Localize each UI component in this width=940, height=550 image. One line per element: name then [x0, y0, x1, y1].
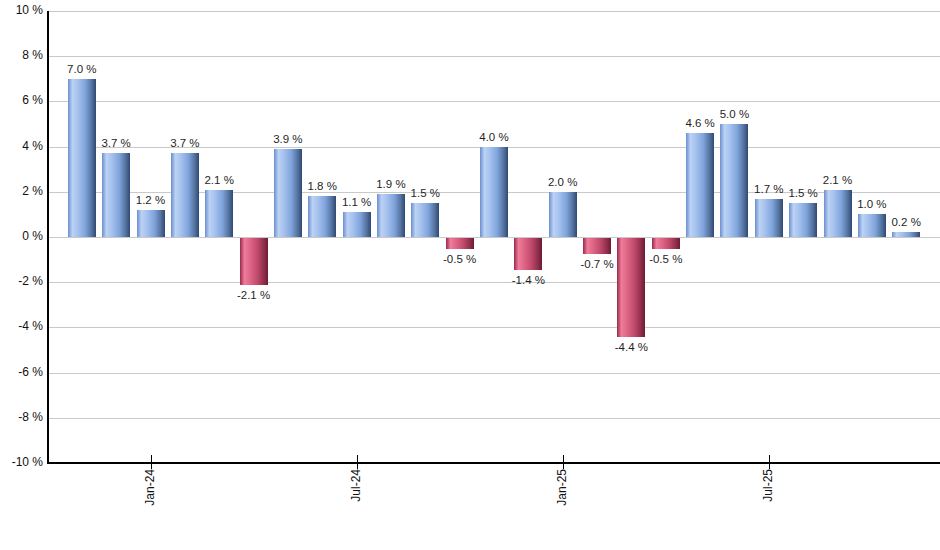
bar — [686, 133, 714, 237]
x-axis-line — [47, 462, 940, 464]
bar — [240, 238, 268, 285]
bar — [171, 153, 199, 237]
bar — [583, 238, 611, 254]
y-axis-tick-label: 4 % — [0, 139, 43, 154]
y-axis-tick-label: 2 % — [0, 184, 43, 199]
y-axis-line — [47, 11, 49, 464]
bar-value-label: 2.1 % — [187, 174, 251, 187]
bar-value-label: 3.9 % — [256, 133, 320, 146]
bar — [411, 203, 439, 237]
y-axis-tick-label: 10 % — [0, 3, 43, 18]
plot-area: 7.0 %3.7 %1.2 %3.7 %2.1 %-2.1 %3.9 %1.8 … — [48, 11, 940, 463]
bar-value-label: -2.1 % — [222, 289, 286, 302]
bar — [377, 194, 405, 237]
gridline — [48, 101, 940, 102]
x-axis-tick — [151, 455, 152, 469]
bar-value-label: 7.0 % — [50, 63, 114, 76]
bar — [514, 238, 542, 270]
bar-value-label: 1.0 % — [840, 198, 904, 211]
bar-value-label: -0.5 % — [428, 253, 492, 266]
bar-value-label: -0.5 % — [634, 253, 698, 266]
bar-value-label: 3.7 % — [153, 137, 217, 150]
bar — [137, 210, 165, 237]
bar-value-label: 5.0 % — [702, 108, 766, 121]
x-axis-tick — [769, 455, 770, 469]
gridline — [48, 11, 940, 12]
y-axis-tick-label: -6 % — [0, 365, 43, 380]
y-axis-tick-label: -8 % — [0, 410, 43, 425]
x-axis-tick-label: Jul-24 — [350, 469, 363, 502]
bar-value-label: 1.8 % — [290, 180, 354, 193]
y-axis-tick-label: -4 % — [0, 319, 43, 334]
monthly-returns-bar-chart: 10 % 8 % 6 % 4 % 2 % 0 % -2 % -4 % -6 % -8 % -10 %… — [0, 0, 940, 550]
x-axis-tick-label: Jan-24 — [144, 469, 157, 506]
bar-value-label: -1.4 % — [496, 274, 560, 287]
x-axis-tick — [563, 455, 564, 469]
bar-value-label: 2.1 % — [806, 174, 870, 187]
gridline — [48, 418, 940, 419]
bar — [892, 232, 920, 237]
bar — [205, 190, 233, 237]
bar — [652, 238, 680, 249]
bar — [720, 124, 748, 237]
bar-value-label: 1.5 % — [393, 187, 457, 200]
y-axis-tick-label: 6 % — [0, 93, 43, 108]
bar — [755, 199, 783, 237]
gridline — [48, 282, 940, 283]
bar — [789, 203, 817, 237]
bar-value-label: 4.0 % — [462, 131, 526, 144]
y-axis-tick-label: -10 % — [0, 455, 43, 470]
gridline — [48, 327, 940, 328]
bar — [446, 238, 474, 249]
bar — [824, 190, 852, 237]
y-axis-tick-label: 8 % — [0, 48, 43, 63]
bar — [68, 79, 96, 237]
bar — [480, 147, 508, 237]
gridline — [48, 56, 940, 57]
bar-value-label: 2.0 % — [531, 176, 595, 189]
x-axis-tick-label: Jan-25 — [556, 469, 569, 506]
gridline — [48, 373, 940, 374]
y-axis-tick-label: 0 % — [0, 229, 43, 244]
y-axis-tick-label: -2 % — [0, 274, 43, 289]
x-axis-tick-label: Jul-25 — [762, 469, 775, 502]
bar — [549, 192, 577, 237]
bar-value-label: 0.2 % — [874, 216, 938, 229]
x-axis-tick — [357, 455, 358, 469]
bar-value-label: -4.4 % — [599, 341, 663, 354]
bar-value-label: 3.7 % — [84, 137, 148, 150]
bar — [343, 212, 371, 237]
